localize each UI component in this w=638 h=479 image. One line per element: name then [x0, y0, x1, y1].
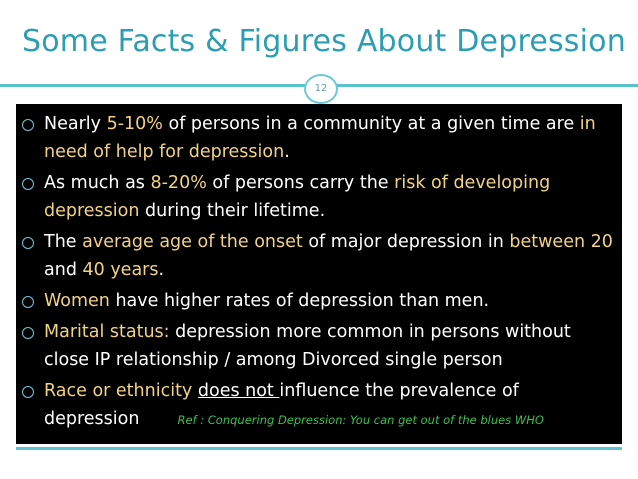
bullet-item: As much as 8-20% of persons carry the ri… [16, 169, 622, 225]
bullet-item: The average age of the onset of major de… [16, 228, 622, 284]
slide-title: Some Facts & Figures About Depression [22, 24, 626, 59]
slide-number: 12 [304, 74, 338, 104]
bullet-text-segment: and [44, 260, 83, 280]
bullet-text-segment: does not [197, 381, 280, 401]
bullet-text-segment: As much as [44, 173, 151, 193]
bottom-divider [16, 447, 622, 450]
bullet-text-segment: Race or ethnicity [44, 381, 193, 401]
bullet-item: Race or ethnicity does not influence the… [16, 377, 622, 434]
bullet-text-segment: of persons carry the [206, 173, 395, 193]
bullet-item: Nearly 5-10% of persons in a community a… [16, 110, 622, 166]
bullet-item: Women have higher rates of depression th… [16, 287, 622, 315]
bullet-item: Marital status: depression more common i… [16, 318, 622, 374]
bullet-text-segment: of major depression in [302, 232, 510, 252]
bullet-marker-icon [22, 327, 34, 339]
bullet-text-segment: in need of help for depression [44, 114, 596, 162]
bullet-text-segment: depression more common in persons withou… [44, 322, 571, 370]
content-panel: Nearly 5-10% of persons in a community a… [16, 104, 622, 444]
bullet-text-segment: of persons in a community at a given tim… [162, 114, 580, 134]
bullet-text-segment: . [158, 260, 165, 280]
bullet-text-segment: risk of developing depression [44, 173, 551, 221]
bullet-text-segment: Nearly [44, 114, 107, 134]
bullet-text-segment: Marital status: [44, 322, 170, 342]
bullet-list: Nearly 5-10% of persons in a community a… [16, 110, 622, 437]
bullet-text-segment: 40 years [82, 260, 159, 280]
bullet-text-segment: have higher rates of depression than men… [109, 291, 490, 311]
bullet-marker-icon [22, 386, 34, 398]
bullet-text-segment: 5-10% [106, 114, 163, 134]
reference-note: Ref : Conquering Depression: You can get… [177, 413, 544, 427]
bullet-text-segment: between 20 [509, 232, 613, 252]
bullet-marker-icon [22, 237, 34, 249]
bullet-text-segment: average age of the onset [82, 232, 303, 252]
bullet-text-segment: during their lifetime. [139, 201, 326, 221]
bullet-marker-icon [22, 296, 34, 308]
bullet-text-segment: 8-20% [150, 173, 207, 193]
bullet-marker-icon [22, 119, 34, 131]
bullet-marker-icon [22, 178, 34, 190]
bullet-text-segment: influence the prevalence of depression [44, 381, 519, 429]
bullet-text-segment: . [284, 142, 290, 162]
bullet-text-segment: The [44, 232, 83, 252]
bullet-text-segment: Women [44, 291, 110, 311]
